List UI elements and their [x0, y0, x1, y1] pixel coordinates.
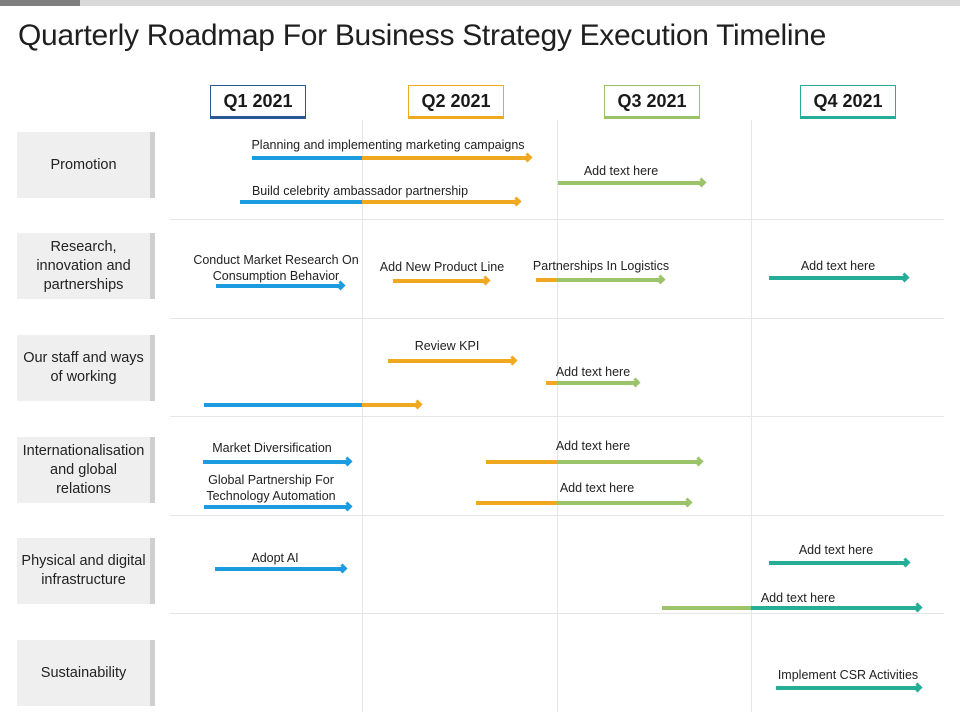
task-label: Review KPI — [414, 339, 480, 353]
task-label: Global Partnership For Technology Automa… — [206, 473, 336, 503]
task-label: Add text here — [555, 365, 631, 379]
row-divider — [170, 318, 944, 319]
timeline-bar-segment — [557, 278, 661, 282]
arrow-head-icon — [912, 602, 923, 613]
quarter-header-q2: Q2 2021 — [408, 85, 504, 119]
timeline-bar-segment — [362, 403, 418, 407]
quarter-header-q1: Q1 2021 — [210, 85, 306, 119]
timeline-bar-segment — [536, 278, 557, 282]
arrow-head-icon — [693, 456, 704, 467]
task-label: Implement CSR Activities — [777, 668, 919, 682]
row-divider — [170, 613, 944, 614]
task-label: Market Diversification — [212, 441, 332, 455]
top-bar-accent — [0, 0, 80, 6]
arrow-head-icon — [630, 377, 641, 388]
timeline-bar-segment — [662, 606, 751, 610]
timeline-bar-segment — [204, 403, 362, 407]
timeline-bar-segment — [558, 181, 702, 185]
task-label: Build celebrity ambassador partnership — [251, 184, 469, 198]
arrow-head-icon — [682, 497, 693, 508]
task-label: Add text here — [583, 164, 659, 178]
category-sustainability: Sustainability — [17, 640, 155, 706]
timeline-bar-segment — [388, 359, 513, 363]
arrow-head-icon — [899, 272, 910, 283]
timeline-bar-segment — [769, 276, 905, 280]
category-promotion: Promotion — [17, 132, 155, 198]
quarter-header-q3: Q3 2021 — [604, 85, 700, 119]
timeline-bar-segment — [203, 460, 348, 464]
category-international: Internationalisation and global relation… — [17, 437, 155, 503]
timeline-bar-segment — [216, 284, 341, 288]
row-divider — [170, 515, 944, 516]
timeline-bar-segment — [252, 156, 362, 160]
task-label: Partnerships In Logistics — [532, 259, 670, 273]
task-label: Adopt AI — [251, 551, 299, 565]
task-label: Add text here — [559, 481, 635, 495]
timeline-bar-segment — [776, 686, 918, 690]
timeline-bar-segment — [557, 460, 699, 464]
timeline-bar-segment — [486, 460, 557, 464]
arrow-head-icon — [507, 355, 518, 366]
task-label: Add text here — [800, 259, 876, 273]
task-label: Add text here — [798, 543, 874, 557]
arrow-head-icon — [511, 196, 522, 207]
arrow-head-icon — [480, 275, 491, 286]
timeline-bar-segment — [751, 606, 918, 610]
timeline-bar-segment — [204, 505, 348, 509]
task-label: Add text here — [555, 439, 631, 453]
arrow-head-icon — [900, 557, 911, 568]
timeline-bar-segment — [393, 279, 486, 283]
arrow-head-icon — [655, 274, 666, 285]
top-decorative-bar — [0, 0, 960, 6]
timeline-bar-segment — [215, 567, 343, 571]
arrow-head-icon — [337, 563, 348, 574]
task-label: Planning and implementing marketing camp… — [251, 138, 525, 152]
task-label: Add New Product Line — [379, 260, 505, 274]
timeline-bar-segment — [362, 156, 528, 160]
arrow-head-icon — [522, 152, 533, 163]
timeline-bar-segment — [769, 561, 906, 565]
arrow-head-icon — [696, 177, 707, 188]
arrow-head-icon — [342, 456, 353, 467]
timeline-bar-segment — [362, 200, 517, 204]
timeline-bar-segment — [557, 501, 688, 505]
row-divider — [170, 219, 944, 220]
timeline-bar-segment — [476, 501, 557, 505]
timeline-bar-segment — [240, 200, 362, 204]
category-staff: Our staff and ways of working — [17, 335, 155, 401]
timeline-bar-segment — [546, 381, 557, 385]
task-label: Conduct Market Research On Consumption B… — [193, 253, 359, 283]
page-title: Quarterly Roadmap For Business Strategy … — [18, 19, 826, 52]
category-research: Research, innovation and partnerships — [17, 233, 155, 299]
arrow-head-icon — [412, 399, 423, 410]
category-infrastructure: Physical and digital infrastructure — [17, 538, 155, 604]
row-divider — [170, 416, 944, 417]
arrow-head-icon — [912, 682, 923, 693]
quarter-header-q4: Q4 2021 — [800, 85, 896, 119]
timeline-bar-segment — [557, 381, 636, 385]
task-label: Add text here — [760, 591, 836, 605]
